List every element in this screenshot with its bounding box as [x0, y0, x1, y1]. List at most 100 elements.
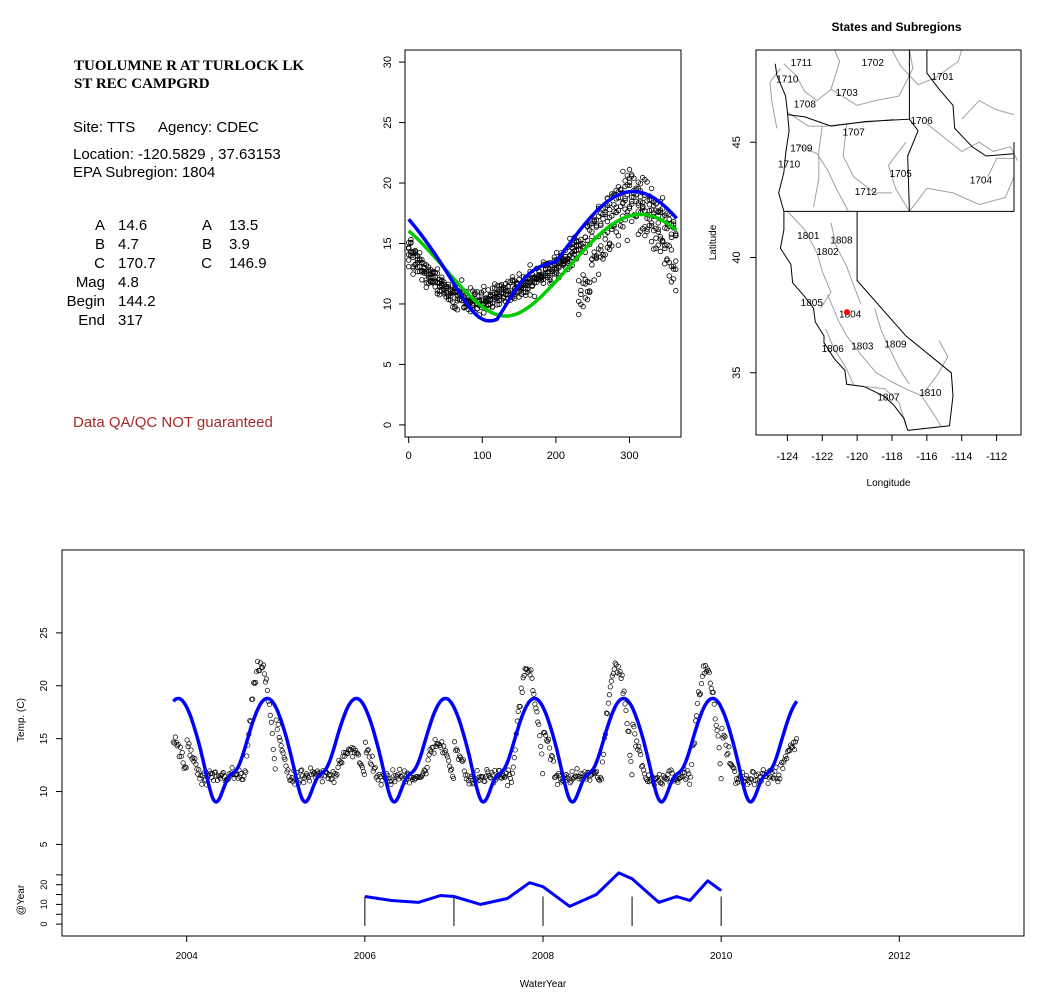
data-point [669, 770, 675, 776]
data-point [675, 779, 681, 786]
data-point [452, 303, 458, 310]
data-point [406, 257, 412, 263]
data-point [604, 218, 611, 225]
data-point [533, 705, 539, 711]
data-point [576, 776, 582, 782]
data-point [598, 210, 604, 217]
data-point [743, 772, 750, 779]
data-point [508, 779, 514, 785]
data-point [616, 671, 622, 677]
data-point [630, 721, 636, 727]
data-point [511, 755, 517, 761]
data-point [629, 171, 635, 178]
data-point [602, 236, 608, 242]
region-label: 1709 [790, 143, 813, 154]
y-tick-label: 45 [731, 136, 743, 148]
state-border [926, 50, 1015, 157]
data-point [635, 231, 641, 237]
data-point [718, 776, 724, 782]
data-point [193, 761, 199, 767]
x-tick-label: 2008 [532, 951, 555, 962]
data-point [251, 680, 257, 686]
region-label: 1810 [919, 388, 942, 399]
data-point [441, 289, 447, 295]
data-point [352, 750, 358, 756]
y-tick-label: 15 [39, 733, 50, 745]
plot-frame [61, 549, 1025, 937]
data-point [446, 758, 452, 764]
data-point [662, 261, 668, 267]
data-point [210, 778, 217, 784]
data-point [678, 774, 684, 780]
region-label: 1712 [855, 187, 878, 198]
subregion-boundary [830, 222, 862, 304]
data-point [498, 282, 505, 288]
data-point [791, 739, 797, 745]
data-point [547, 745, 553, 751]
data-point [642, 232, 648, 239]
data-point [397, 766, 403, 772]
data-point [503, 286, 509, 292]
data-point [496, 293, 502, 299]
y-tick-label: 35 [731, 367, 743, 379]
data-point [423, 284, 429, 291]
data-point [217, 776, 223, 782]
y-axis-label: Temp. (C) [16, 698, 27, 742]
data-point [670, 276, 677, 282]
data-point [481, 283, 487, 290]
data-point [545, 739, 551, 745]
timeseries-chart: 2004 2006 2008 2010 2012 5 10 15 20 25 0 10 20 WaterY… [16, 549, 1025, 990]
data-point [441, 279, 447, 285]
x-tick-label: -116 [916, 451, 937, 463]
region-label: 1701 [931, 72, 954, 83]
data-point [556, 265, 562, 271]
subregion-boundary [813, 126, 823, 207]
data-point [325, 776, 331, 782]
param-label: Mag [75, 274, 105, 291]
data-point [354, 750, 361, 756]
data-point [591, 218, 597, 224]
subregion-boundary [830, 49, 914, 106]
data-point [456, 753, 462, 759]
region-label: 1802 [816, 247, 839, 258]
data-point [484, 767, 490, 773]
data-point [301, 780, 307, 786]
data-point [525, 285, 531, 291]
data-point [472, 291, 478, 297]
subregion-boundary [787, 211, 832, 309]
data-point [263, 676, 269, 682]
data-point [723, 742, 729, 748]
data-point [730, 764, 736, 770]
data-point [179, 750, 185, 756]
data-point [629, 772, 635, 778]
data-point [587, 777, 593, 783]
data-point [240, 776, 246, 783]
data-point [792, 739, 799, 745]
data-point [629, 194, 635, 200]
y2-tick-label: 0 [39, 922, 49, 927]
subregion-boundary [827, 294, 877, 374]
data-point [646, 207, 653, 214]
data-point [207, 768, 213, 774]
data-point [651, 246, 657, 252]
data-point [578, 287, 584, 294]
data-point [346, 746, 352, 752]
data-point [618, 675, 624, 681]
data-point [609, 673, 615, 679]
data-point [622, 178, 628, 184]
site-id: Site: TTS [73, 119, 136, 136]
data-point [606, 206, 613, 213]
data-point [637, 180, 644, 187]
data-point [537, 733, 543, 739]
data-point [668, 247, 675, 253]
data-point [711, 701, 717, 707]
data-point [274, 726, 280, 733]
data-point [598, 243, 604, 249]
region-label: 1803 [851, 342, 874, 353]
data-point [267, 712, 273, 718]
data-point [534, 709, 540, 715]
data-point [668, 234, 675, 240]
data-point [787, 748, 793, 754]
data-point [605, 700, 611, 706]
data-point [772, 768, 778, 775]
